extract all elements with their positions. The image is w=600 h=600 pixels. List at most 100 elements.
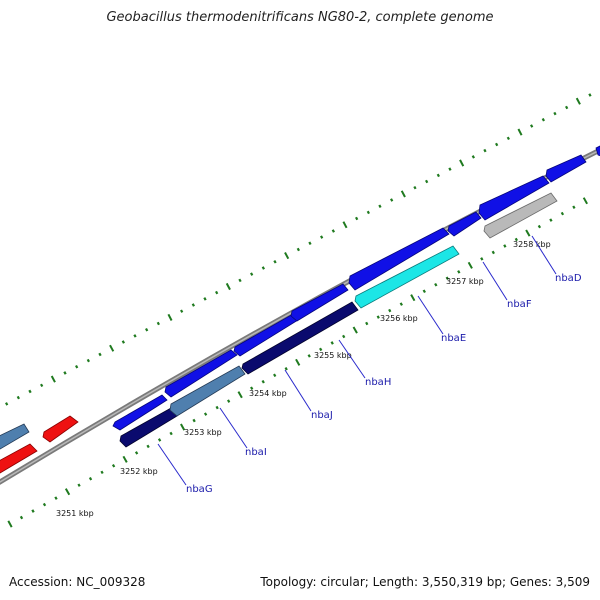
inner-tick-mark <box>203 412 208 416</box>
outer-tick-mark <box>98 352 102 357</box>
inner-tick-mark <box>146 444 150 449</box>
gene-arrow-forward[interactable] <box>233 313 299 357</box>
tick-label-3253: 3253 kbp <box>184 428 222 437</box>
accession-text: Accession: NC_009328 <box>9 575 146 589</box>
gene-label-nbaD[interactable]: nbaD <box>555 273 582 284</box>
inner-tick-mark <box>100 470 104 475</box>
inner-tick-mark <box>503 244 507 248</box>
inner-tick-mark <box>480 257 484 261</box>
leader-line-nbaF <box>482 261 508 301</box>
inner-tick-mark <box>77 483 81 487</box>
outer-tick-mark <box>133 334 137 338</box>
gene-arrow-reverse[interactable] <box>169 365 246 417</box>
inner-tick-mark <box>54 496 58 500</box>
inner-tick-mark <box>537 224 542 229</box>
outer-tick-mark <box>541 117 545 122</box>
tick-label-3256: 3256 kbp <box>380 314 418 323</box>
gene-label-nbaH[interactable]: nbaH <box>365 377 391 388</box>
inner-tick-mark <box>237 391 243 399</box>
inner-tick-mark <box>157 438 162 442</box>
gene-arrow-steel[interactable] <box>0 423 30 452</box>
outer-tick-mark <box>203 297 207 301</box>
tick-label-3255: 3255 kbp <box>314 351 352 360</box>
tick-label-3251: 3251 kbp <box>56 509 94 518</box>
inner-tick-mark <box>19 515 24 520</box>
outer-tick-mark <box>145 327 149 332</box>
inner-tick-mark <box>31 509 35 513</box>
inner-tick-mark <box>525 229 531 237</box>
inner-tick-mark <box>319 347 323 352</box>
gene-arrow-reverse[interactable] <box>119 407 178 448</box>
inner-tick-mark <box>284 367 288 371</box>
inner-tick-mark <box>261 379 265 384</box>
inner-tick-mark <box>365 321 369 326</box>
inner-tick-mark <box>467 261 473 269</box>
inner-tick-mark <box>457 270 461 274</box>
outer-tick-mark <box>471 155 475 159</box>
gene-label-nbaJ[interactable]: nbaJ <box>311 410 333 421</box>
outer-tick-mark <box>448 167 452 171</box>
outer-tick-mark <box>109 344 115 352</box>
leader-line-nbaH <box>338 339 366 379</box>
outer-tick-mark <box>16 395 20 400</box>
outer-tick-mark <box>425 179 429 184</box>
outer-tick-mark <box>191 303 195 307</box>
gene-arrow-forward[interactable] <box>290 283 349 322</box>
outer-tick-mark <box>284 252 290 260</box>
outer-tick-mark <box>355 216 359 221</box>
genome-summary-text: Topology: circular; Length: 3,550,319 bp… <box>260 575 590 589</box>
inner-tick-mark <box>352 326 358 334</box>
inner-tick-mark <box>434 282 438 287</box>
gene-arrow-forward[interactable] <box>164 349 238 398</box>
gene-arrow-reverse[interactable] <box>354 245 460 309</box>
tick-label-3254: 3254 kbp <box>249 389 287 398</box>
inner-tick-mark <box>560 211 565 216</box>
outer-tick-mark <box>167 313 173 321</box>
tick-label-3258: 3258 kbp <box>513 240 551 249</box>
gene-label-leaders <box>157 235 557 486</box>
outer-tick-mark <box>225 282 231 291</box>
gene-arrow-forward[interactable] <box>478 175 550 221</box>
inner-tick-mark <box>388 308 392 313</box>
gene-label-nbaF[interactable]: nbaF <box>507 299 532 310</box>
inner-tick-mark <box>445 276 449 281</box>
outer-tick-mark <box>495 142 499 147</box>
gene-arrow-forward[interactable] <box>545 154 587 183</box>
outer-tick-mark <box>75 364 79 369</box>
outer-tick-mark <box>565 105 569 110</box>
outer-tick-mark <box>588 93 592 97</box>
outer-tick-mark <box>390 198 394 202</box>
outer-tick-mark <box>180 309 184 313</box>
gene-label-nbaE[interactable]: nbaE <box>441 333 466 344</box>
inner-tick-mark <box>549 218 553 222</box>
gene-arrow-forward[interactable] <box>595 143 600 158</box>
gene-arrow-reverse[interactable] <box>241 301 359 375</box>
inner-tick-mark <box>122 455 128 463</box>
outer-tick-mark <box>517 128 523 136</box>
gene-arrow-forward[interactable] <box>348 227 450 291</box>
gene-arrow-red[interactable] <box>0 443 38 476</box>
inner-tick-mark <box>399 302 403 306</box>
inner-tick-mark <box>227 399 231 403</box>
gene-label-nbaI[interactable]: nbaI <box>245 447 267 458</box>
leader-line-nbaE <box>417 295 444 335</box>
inner-tick-mark <box>491 250 495 255</box>
gene-arrow-forward[interactable] <box>112 394 168 431</box>
inner-tick-mark <box>342 334 346 339</box>
outer-tick-mark <box>250 272 254 276</box>
inner-tick-mark <box>410 294 416 302</box>
gene-arrow-red[interactable] <box>42 415 79 443</box>
outer-tick-mark <box>238 278 242 283</box>
gene-arrow-reverse[interactable] <box>483 192 558 239</box>
leader-line-nbaG <box>157 443 187 486</box>
inner-tick-mark <box>376 315 380 319</box>
inner-tick-mark <box>215 405 219 410</box>
inner-tick-mark <box>88 476 93 481</box>
tick-label-3252: 3252 kbp <box>120 467 158 476</box>
gene-arrow-forward[interactable] <box>447 211 482 237</box>
outer-tick-mark <box>121 340 125 344</box>
outer-tick-mark <box>5 402 9 406</box>
gene-label-nbaG[interactable]: nbaG <box>186 484 213 495</box>
